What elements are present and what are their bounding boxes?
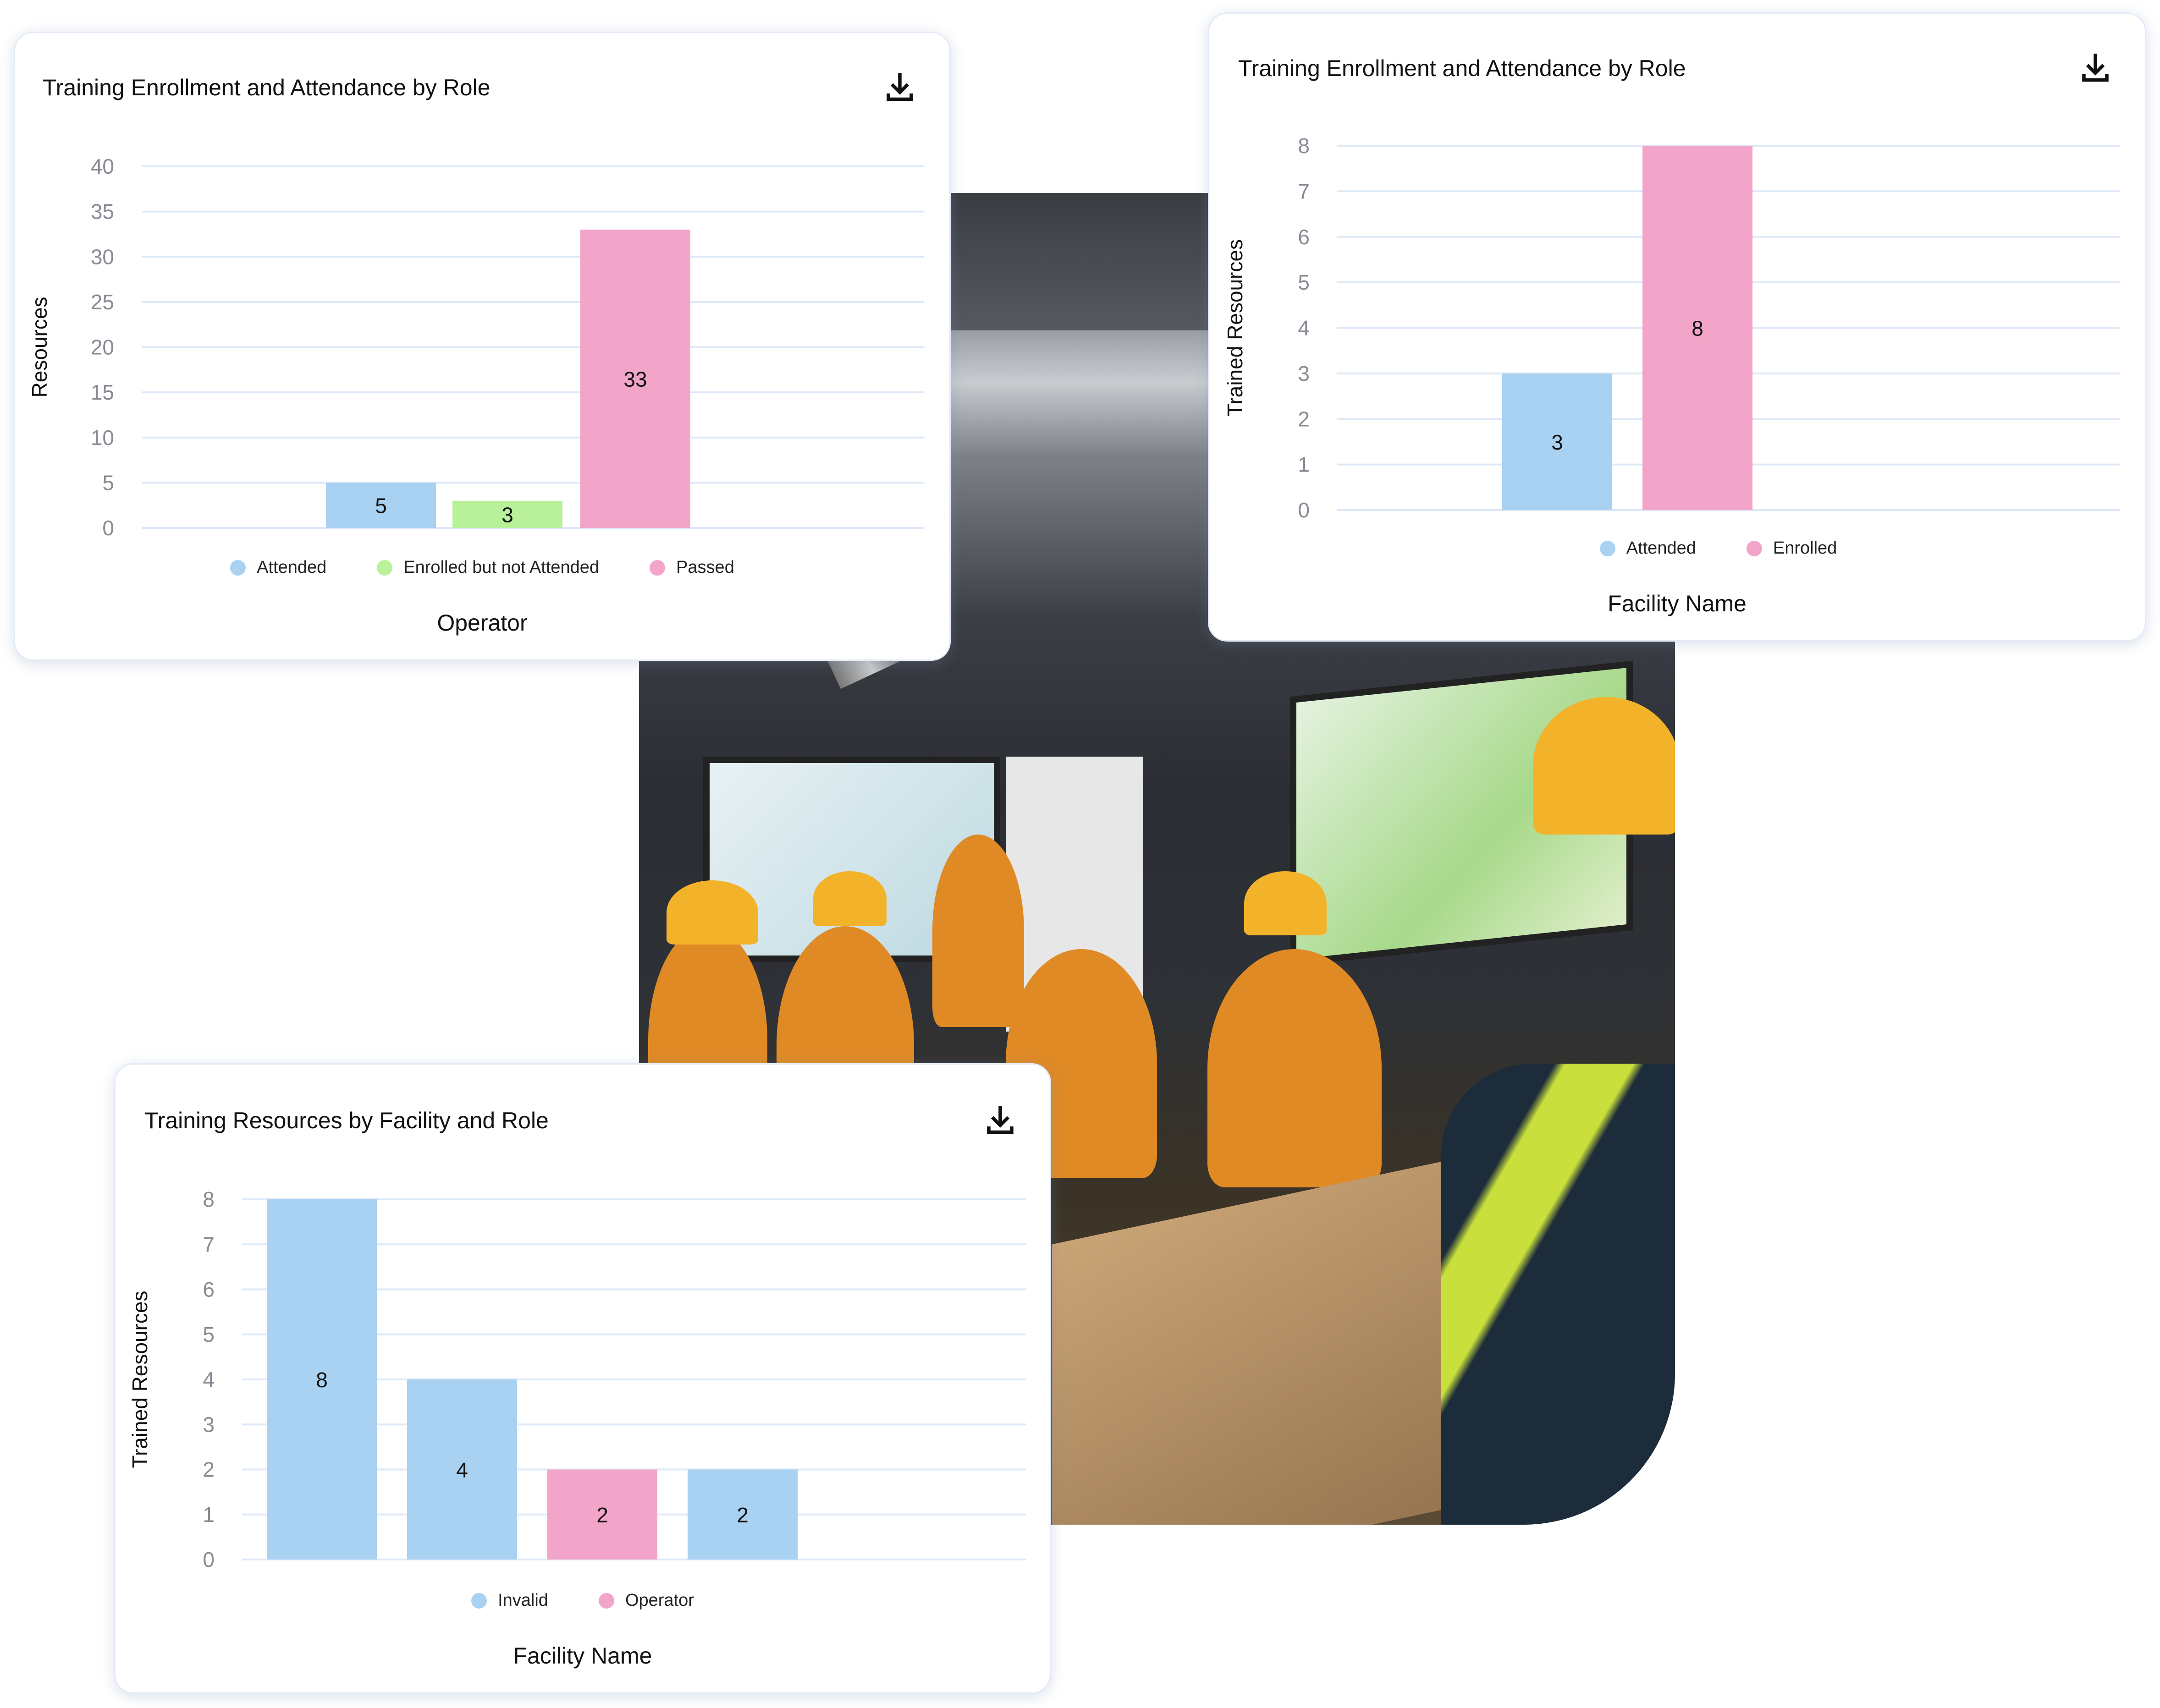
bar	[326, 483, 436, 528]
y-tick-label: 5	[102, 471, 114, 494]
legend-dot-icon	[471, 1593, 487, 1609]
chart-title: Training Resources by Facility and Role	[144, 1108, 549, 1133]
legend-label: Attended	[257, 558, 327, 577]
chart-card-resources-facility: Training Resources by Facility and Role …	[114, 1063, 1051, 1694]
y-tick-label: 2	[203, 1458, 215, 1482]
bar	[267, 1199, 377, 1560]
y-tick-label: 8	[1298, 134, 1310, 158]
legend-label: Operator	[625, 1591, 694, 1610]
legend-dot-icon	[377, 560, 393, 576]
y-axis-title: Resources	[28, 297, 51, 398]
data-label: 3	[1551, 430, 1563, 454]
data-label: 3	[501, 503, 513, 527]
bar	[407, 1379, 517, 1560]
y-tick-label: 5	[203, 1323, 215, 1346]
y-tick-label: 25	[91, 290, 114, 314]
y-tick-label: 0	[203, 1548, 215, 1571]
legend-dot-icon	[230, 560, 246, 576]
chart-legend: Attended Enrolled but not Attended Passed	[15, 558, 949, 577]
data-label: 2	[596, 1503, 608, 1527]
legend-item[interactable]: Operator	[598, 1591, 694, 1610]
chart-card-enrollment-facility: Training Enrollment and Attendance by Ro…	[1208, 12, 2146, 642]
y-tick-label: 1	[203, 1503, 215, 1527]
y-axis-title: Trained Resources	[128, 1291, 152, 1468]
legend-label: Attended	[1626, 538, 1696, 558]
y-tick-label: 3	[1298, 362, 1310, 385]
chart-title: Training Enrollment and Attendance by Ro…	[43, 75, 490, 100]
y-tick-label: 20	[91, 335, 114, 359]
legend-dot-icon	[598, 1593, 614, 1609]
legend-item[interactable]: Attended	[1599, 538, 1696, 558]
y-tick-label: 5	[1298, 270, 1310, 294]
bar	[580, 230, 690, 528]
bar-chart: 0 1 2 3 4 5 6 7 8 Trained Resources 3 8	[1223, 134, 2120, 522]
y-tick-label: 7	[1298, 179, 1310, 203]
x-axis-title: Facility Name	[1608, 591, 1747, 616]
y-tick-label: 35	[91, 200, 114, 224]
chart-title: Training Enrollment and Attendance by Ro…	[1238, 55, 1686, 81]
download-icon[interactable]	[986, 1104, 1014, 1136]
bar	[452, 500, 562, 528]
legend-dot-icon	[650, 560, 666, 576]
data-label: 4	[456, 1458, 468, 1482]
bar	[1502, 373, 1612, 510]
data-label: 2	[737, 1503, 749, 1527]
y-tick-label: 8	[203, 1187, 215, 1211]
y-tick-label: 4	[203, 1367, 215, 1391]
y-tick-label: 7	[203, 1232, 215, 1256]
legend-item[interactable]: Invalid	[471, 1591, 548, 1610]
y-tick-label: 40	[91, 154, 114, 178]
legend-label: Passed	[676, 558, 734, 577]
legend-item[interactable]: Passed	[650, 558, 734, 577]
y-tick-label: 0	[102, 516, 114, 540]
download-icon[interactable]	[2082, 51, 2109, 83]
data-label: 5	[375, 494, 387, 518]
download-icon[interactable]	[886, 71, 914, 103]
bar-chart: 0 1 2 3 4 5 6 7 8 Trained Resources 8 4 2 2	[128, 1187, 1026, 1571]
chart-legend: Invalid Operator	[116, 1591, 1050, 1610]
y-tick-label: 0	[1298, 498, 1310, 522]
y-tick-label: 15	[91, 380, 114, 404]
chart-legend: Attended Enrolled	[1209, 538, 2145, 558]
y-tick-label: 30	[91, 245, 114, 269]
y-axis-title: Trained Resources	[1223, 239, 1247, 417]
y-tick-label: 4	[1298, 316, 1310, 340]
legend-item[interactable]: Enrolled but not Attended	[377, 558, 599, 577]
y-tick-label: 6	[1298, 225, 1310, 249]
legend-item[interactable]: Attended	[230, 558, 326, 577]
y-tick-label: 10	[91, 426, 114, 450]
y-tick-label: 1	[1298, 453, 1310, 477]
bar	[688, 1469, 798, 1560]
data-label: 33	[623, 368, 647, 391]
y-tick-label: 6	[203, 1278, 215, 1302]
y-tick-label: 2	[1298, 407, 1310, 431]
legend-label: Invalid	[498, 1591, 548, 1610]
y-tick-label: 3	[203, 1412, 215, 1436]
bar	[1642, 146, 1752, 510]
x-axis-title: Facility Name	[513, 1643, 652, 1669]
legend-label: Enrolled but not Attended	[403, 558, 600, 577]
data-label: 8	[316, 1368, 328, 1392]
chart-card-enrollment-operator: Training Enrollment and Attendance by Ro…	[14, 32, 951, 661]
legend-dot-icon	[1746, 540, 1762, 556]
x-axis-title: Operator	[437, 610, 528, 636]
legend-dot-icon	[1599, 540, 1615, 556]
bar	[547, 1469, 657, 1560]
legend-item[interactable]: Enrolled	[1746, 538, 1837, 558]
legend-label: Enrolled	[1773, 538, 1837, 558]
data-label: 8	[1692, 317, 1703, 341]
